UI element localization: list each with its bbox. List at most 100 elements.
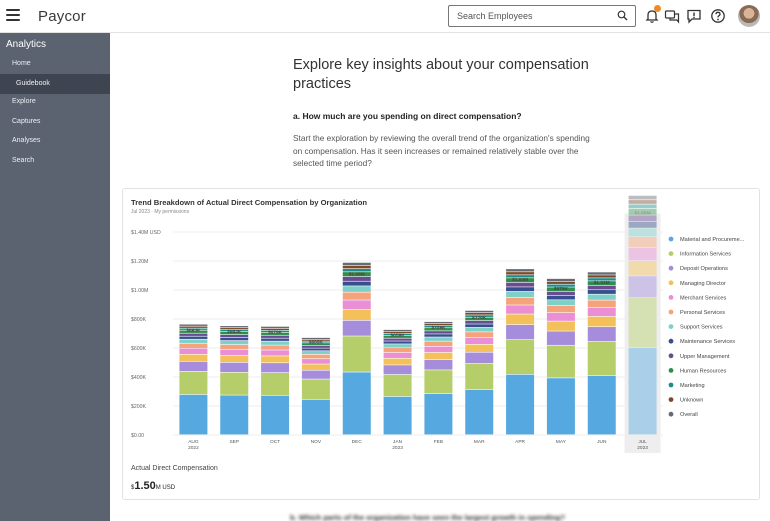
bar-segment [424,326,453,328]
legend-swatch [668,236,674,242]
bar-segment [628,348,657,435]
bar-total-label: $659K [391,332,406,338]
bar-segment [383,358,412,365]
bar-segment [261,338,290,341]
bar-segment [628,200,657,204]
bar-segment [424,352,453,360]
bar-segment [424,321,453,324]
bar-segment [587,327,616,342]
search-input[interactable] [457,11,607,21]
bar-segment [220,334,249,338]
legend-swatch [668,280,674,286]
bar-segment [424,341,453,346]
x-tick-label: JAN [393,439,403,445]
bar-total-label: $779K [472,315,487,321]
sidebar-item-analyses[interactable]: Analyses [12,137,41,144]
legend-label: Overall [680,412,698,418]
bar-segment [179,348,208,355]
bar-segment [424,331,453,334]
chart-subtitle: Jul 2023 · My permissions [131,209,190,215]
bar-segment [587,272,616,275]
feedback-icon[interactable] [686,8,702,24]
bar-segment [424,323,453,326]
chat-icon[interactable] [664,8,680,24]
bar-segment [261,395,290,435]
bar-segment [220,328,249,330]
bar-segment [383,341,412,344]
page-title: Explore key insights about your compensa… [293,57,589,92]
bar-segment [546,281,575,284]
sidebar-item-search[interactable]: Search [12,157,35,164]
bar-segment [220,395,249,435]
bar-segment [628,237,657,248]
bar-segment [506,275,535,278]
kpi-unit: M USD [155,485,176,491]
notification-dot [654,5,661,12]
bar-segment [628,276,657,298]
bar-total-label: $1.50M [635,211,651,217]
bar-segment [179,339,208,343]
x-tick-label: FEB [434,439,443,445]
bar-segment [342,372,371,435]
sidebar-item-captures[interactable]: Captures [12,118,41,125]
y-tick-label: $600K [131,346,147,352]
y-tick-label: $1.20M [131,259,148,265]
bar-segment [587,281,616,286]
sidebar-item-explore[interactable]: Explore [12,98,36,105]
bar-segment [342,286,371,292]
bar-segment [465,317,494,321]
paycor-logo[interactable]: Paycor [38,8,86,25]
bar-segment [342,262,371,266]
intro-paragraph: Start the exploration by reviewing the o… [293,133,590,168]
bar-segment [465,327,494,332]
y-tick-label: $200K [131,404,147,410]
bar-segment [546,284,575,287]
sidebar-item-guidebook[interactable]: Guidebook [0,74,110,94]
x-tick-label: 2022 [188,445,199,451]
bar-segment [342,272,371,277]
search-box[interactable] [448,5,636,27]
compensation-chart[interactable]: $0.00 $200K $400K $600K $800K $1.00M $1.20M $1.… [123,189,761,501]
bar-segment [465,389,494,435]
bell-icon[interactable] [644,5,661,24]
search-icon[interactable] [617,10,628,21]
main-content: Explore key insights about your compensa… [110,33,770,521]
help-icon[interactable] [710,8,726,24]
bar-total-label: $1.02M [594,280,610,286]
legend-swatch [668,324,674,329]
bar-segment [546,300,575,306]
bar-segment [465,315,494,317]
bar-segment [587,278,616,281]
bar-segment [424,337,453,341]
bar-segment [383,374,412,397]
bar-segment [301,343,330,346]
bar-segment [546,331,575,345]
bar-segment [628,228,657,237]
bar-segment [465,337,494,345]
user-avatar[interactable] [738,5,760,27]
sidebar-item-home[interactable]: Home [12,60,31,67]
bar-segment [220,362,249,373]
bar-segment [506,272,535,275]
x-tick-label: DEC [352,439,363,445]
x-tick-label: JUN [597,439,607,445]
bar-segment [628,297,657,348]
bar-segment [301,370,330,379]
menu-icon[interactable] [6,9,20,21]
bar-segment [383,352,412,358]
legend-label: Personal Services [680,310,725,316]
bar-segment [301,399,330,435]
bar-segment [301,341,330,343]
bar-segment [424,334,453,337]
bar-segment [220,340,249,345]
bar-segment [628,204,657,209]
bar-segment [383,335,412,338]
bar-segment [301,351,330,355]
x-tick-label: MAY [556,439,567,445]
y-tick-label: $0.00 [131,433,144,439]
bar-total-label: $979K [554,286,569,292]
top-bar: Paycor [0,0,770,33]
bar-segment [628,208,657,215]
bar-segment [546,291,575,296]
legend-swatch [668,368,674,373]
